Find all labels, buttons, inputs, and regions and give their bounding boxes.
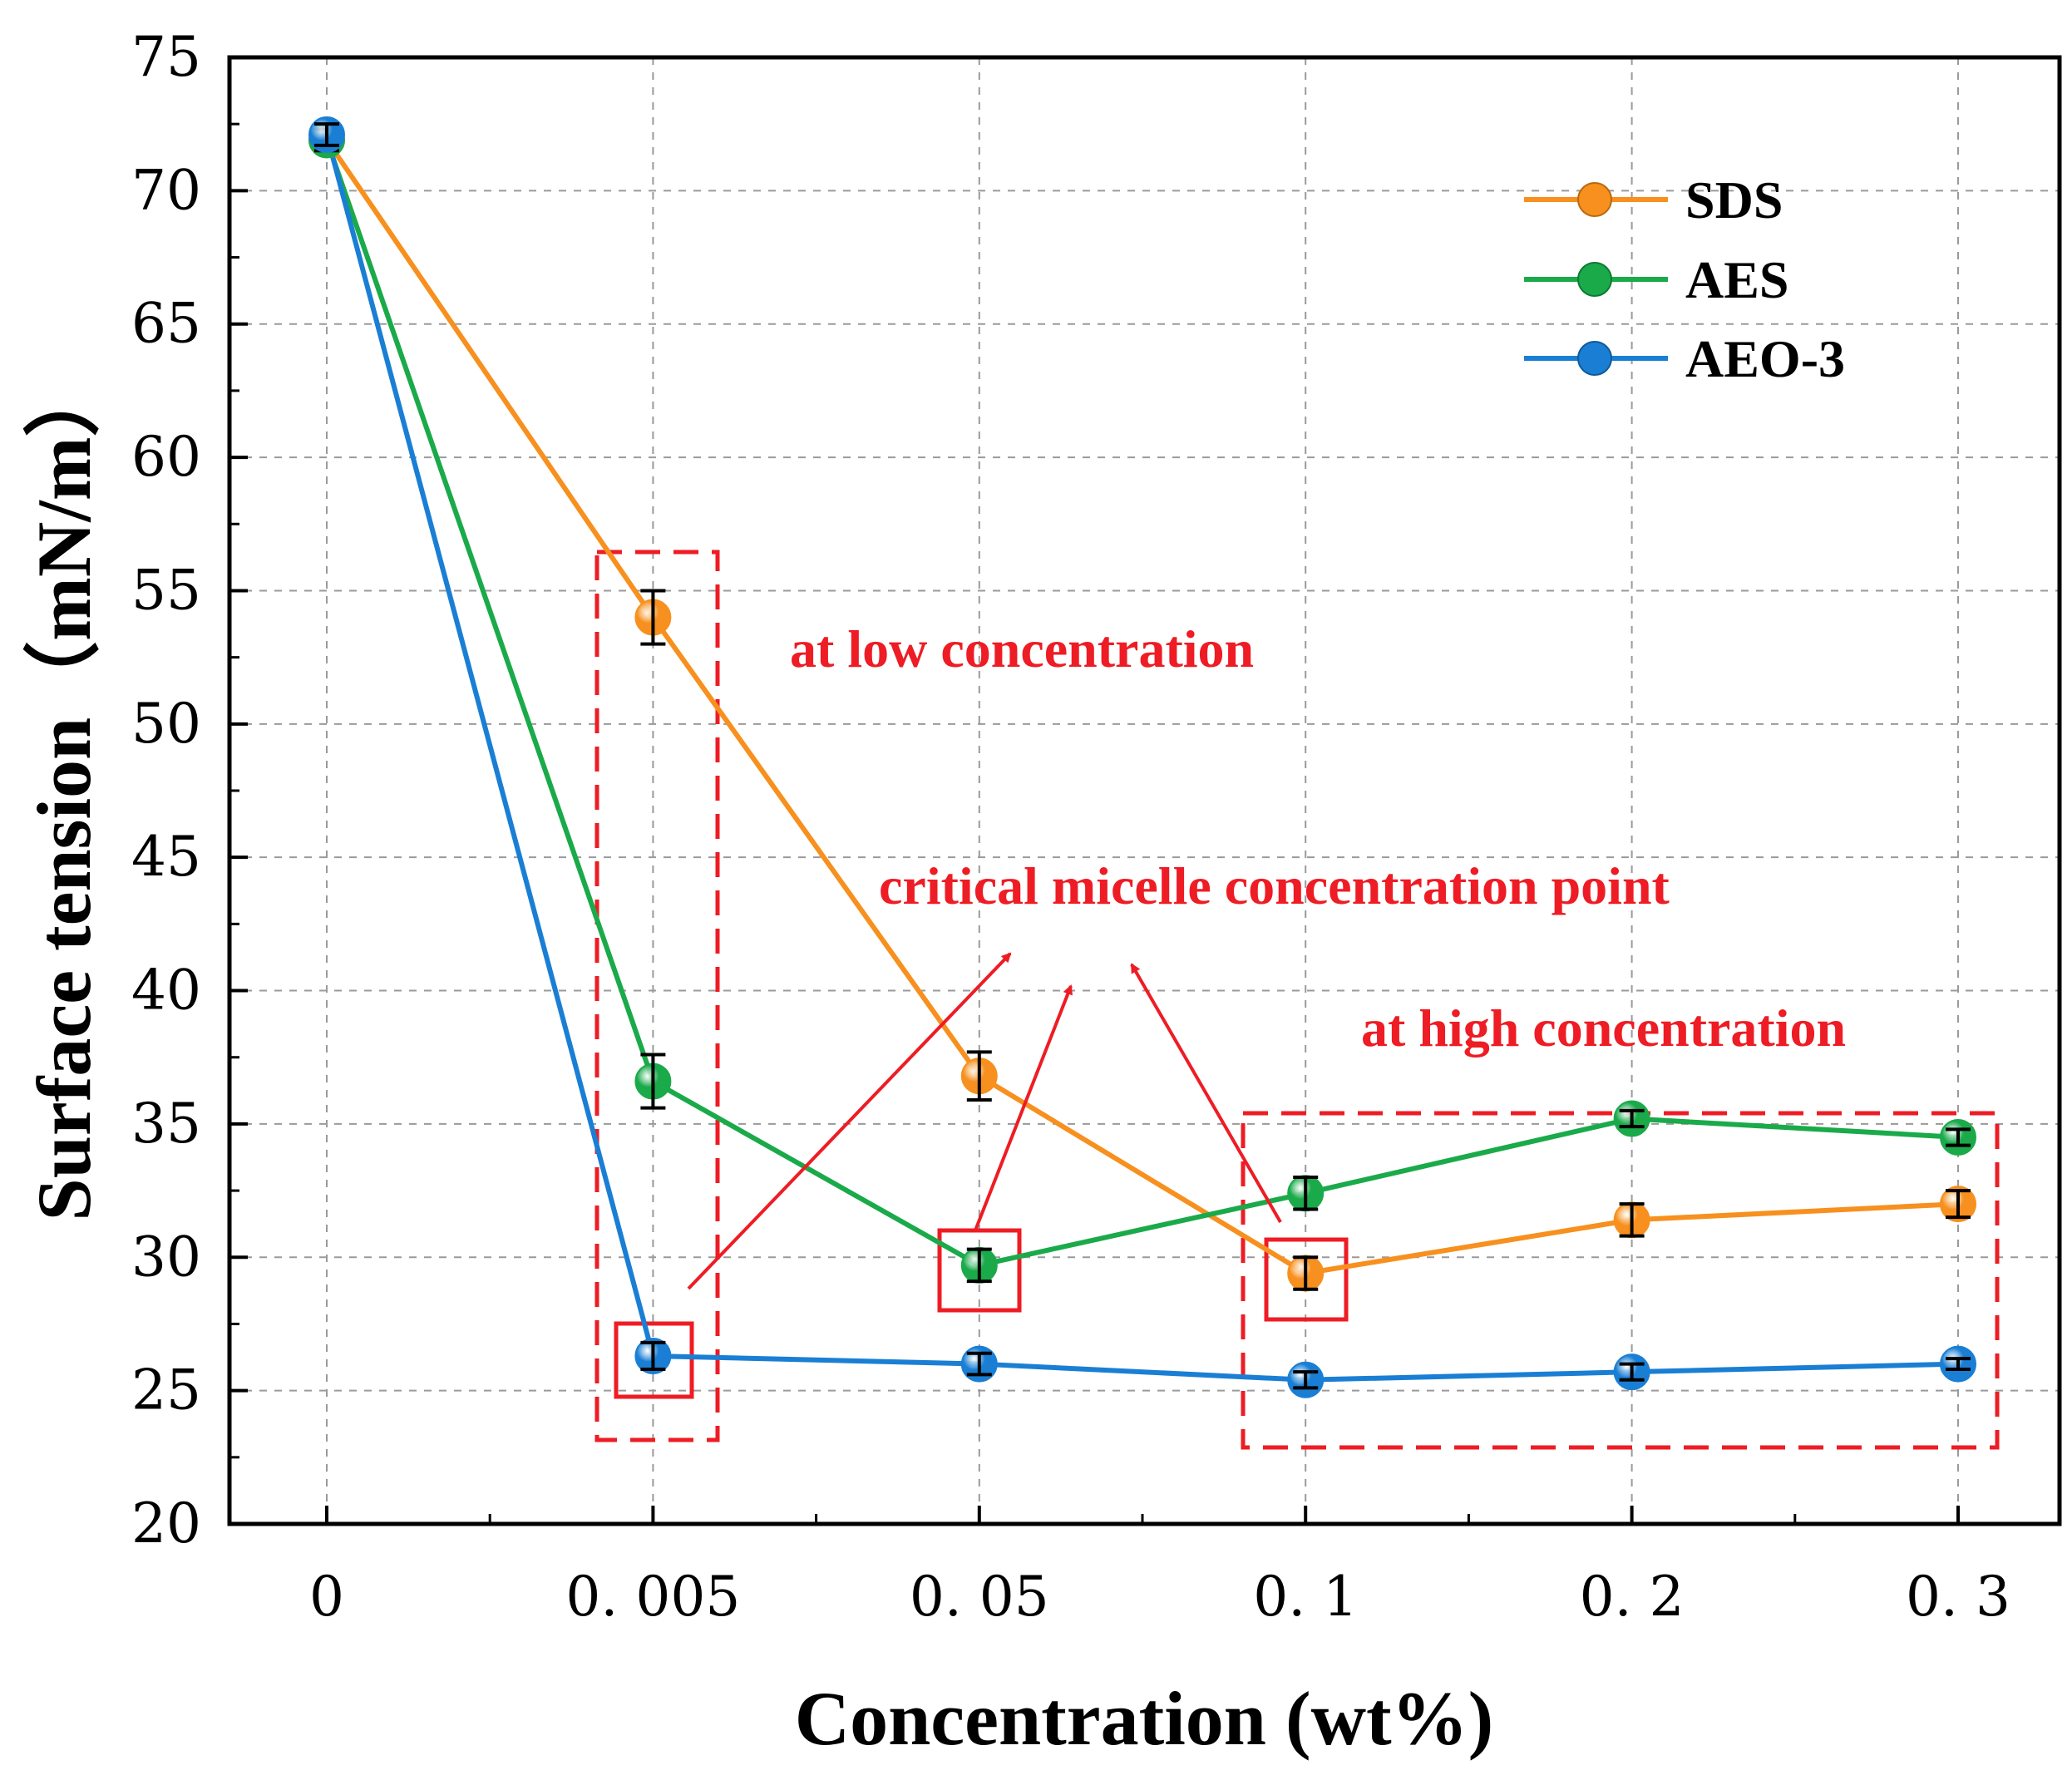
cmc-box-aeo3 xyxy=(614,1321,694,1399)
y-axis-title: Surface tension（mN/m） xyxy=(22,361,106,1221)
y-tick-label: 20 xyxy=(131,1491,201,1556)
x-tick-label: 0. 3 xyxy=(1906,1565,2010,1629)
y-tick-label: 65 xyxy=(131,292,201,356)
x-tick-label: 0 xyxy=(309,1565,344,1629)
annotation-low-concentration: at low concentration xyxy=(790,619,1254,678)
legend: SDS AES AEO-3 xyxy=(1524,170,1845,388)
axis-ticks: 20 25 30 35 40 45 50 55 60 65 70 75 0 0. 005 0. 05 0. 1… xyxy=(131,25,2010,1629)
series-line-aes xyxy=(324,139,1959,1268)
annotation-high-concentration: at high concentration xyxy=(1361,998,1846,1058)
legend-marker-aeo3 xyxy=(1577,341,1612,376)
legend-item-aes: AES xyxy=(1524,250,1789,309)
y-tick-label: 75 xyxy=(131,25,201,89)
y-tick-label: 60 xyxy=(131,425,201,489)
y-tick-label: 50 xyxy=(131,692,201,756)
annotation-cmc-point: critical micelle concentration point xyxy=(879,856,1670,915)
x-axis-title: Concentration (wt%) xyxy=(795,1676,1494,1761)
y-tick-label: 35 xyxy=(131,1092,201,1156)
y-tick-label: 55 xyxy=(131,558,201,622)
cmc-arrow-1 xyxy=(687,952,1012,1290)
cmc-arrow-2 xyxy=(974,984,1073,1231)
y-tick-label: 45 xyxy=(131,825,201,889)
legend-label-aeo3: AEO-3 xyxy=(1685,329,1845,388)
series-layer xyxy=(308,116,1976,1398)
x-tick-label: 0. 1 xyxy=(1253,1565,1358,1629)
legend-label-aes: AES xyxy=(1685,250,1789,309)
low-concentration-box xyxy=(594,550,720,1442)
legend-marker-sds xyxy=(1577,182,1612,217)
x-tick-label: 0. 005 xyxy=(565,1565,740,1629)
y-tick-label: 30 xyxy=(131,1225,201,1289)
x-tick-label: 0. 2 xyxy=(1580,1565,1685,1629)
high-concentration-box xyxy=(1241,1111,2000,1450)
legend-label-sds: SDS xyxy=(1685,170,1783,229)
legend-item-aeo3: AEO-3 xyxy=(1524,329,1845,388)
x-tick-label: 0. 05 xyxy=(910,1565,1049,1629)
cmc-box-sds xyxy=(1264,1237,1349,1322)
series-line-aeo3 xyxy=(324,134,1959,1383)
gridlines xyxy=(229,57,2060,1524)
series-line-sds xyxy=(324,138,1959,1276)
y-tick-label: 40 xyxy=(131,959,201,1023)
cmc-box-aes xyxy=(937,1228,1022,1313)
legend-item-sds: SDS xyxy=(1524,170,1783,229)
y-tick-label: 25 xyxy=(131,1358,201,1422)
y-tick-label: 70 xyxy=(131,158,201,222)
cmc-arrow-3 xyxy=(1130,963,1282,1224)
legend-marker-aes xyxy=(1577,262,1612,297)
